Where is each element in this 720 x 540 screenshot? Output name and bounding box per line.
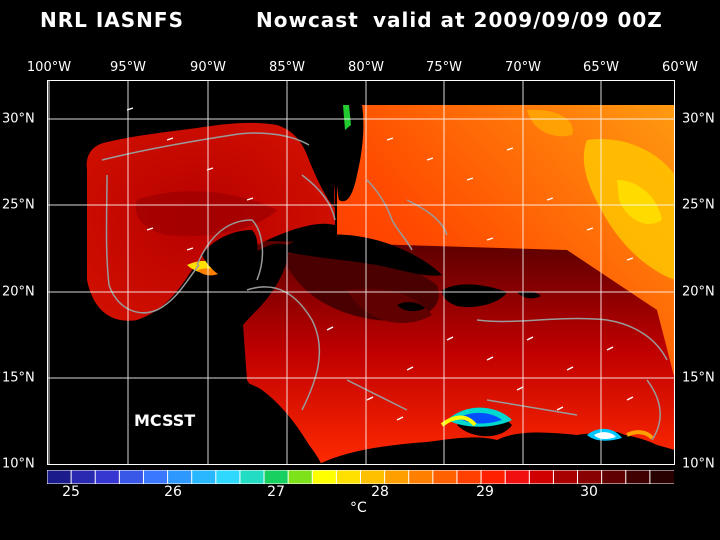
lon-label-70w: 70°W [505,60,541,75]
colorbar-swatch [94,470,121,484]
product-type: Nowcast [256,8,359,32]
lat-label-25n-left: 25°N [2,197,35,213]
lat-label-10n-right: 10°N [682,456,715,472]
lon-label-95w: 95°W [110,60,146,75]
colorbar-swatch [215,470,241,484]
lat-label-20n-right: 20°N [682,284,715,300]
valid-time: valid at 2009/09/09 00Z [373,8,663,32]
colorbar-swatch [456,470,483,484]
colorbar-swatch [528,470,555,484]
land-mexico-central-america [47,243,322,465]
colorbar-unit: °C [350,500,367,516]
colorbar-swatch [504,470,531,484]
colorbar-swatch [408,470,434,484]
land-cuba [287,234,442,276]
colorbar-swatch [552,470,579,484]
lat-label-15n-right: 15°N [682,370,715,386]
land-florida [335,105,364,202]
colorbar-label-25: 25 [62,484,80,500]
colorbar-swatch [432,470,458,484]
lat-label-10n-left: 10°N [2,456,35,472]
colorbar-label-26: 26 [164,484,182,500]
colorbar-swatch [118,470,145,484]
lon-label-80w: 80°W [348,60,384,75]
colorbar-swatch [577,470,603,484]
lon-label-100w: 100°W [26,60,72,75]
colorbar-swatch [384,470,410,484]
map-frame [47,80,675,465]
colorbar-swatch [649,470,674,484]
lat-label-15n-left: 15°N [2,370,35,386]
sst-map [47,80,675,465]
colorbar-label-30: 30 [580,484,598,500]
colorbar [47,470,674,484]
wind-arrows [126,107,634,421]
colorbar-swatch [360,470,386,484]
lat-label-30n-left: 30°N [2,111,35,127]
land-jamaica [397,302,425,312]
colorbar-swatch [239,470,266,484]
colorbar-swatch [335,470,362,484]
colorbar-swatch [167,470,193,484]
colorbar-swatch [625,470,651,484]
lon-label-60w: 60°W [662,60,698,75]
lat-label-25n-right: 25°N [682,197,715,213]
lat-label-20n-left: 20°N [2,284,35,300]
land-yucatan [202,230,258,282]
colorbar-label-28: 28 [371,484,389,500]
lat-label-30n-right: 30°N [682,111,715,127]
colorbar-swatch [480,470,507,484]
lon-label-75w: 75°W [426,60,462,75]
colorbar-swatch [263,470,290,484]
colorbar-swatch [287,470,314,484]
lon-label-90w: 90°W [190,60,226,75]
colorbar-swatch [70,470,97,484]
colorbar-label-27: 27 [267,484,285,500]
graticule [47,80,675,465]
lon-label-85w: 85°W [269,60,305,75]
colorbar-label-29: 29 [476,484,494,500]
colorbar-swatch [311,470,338,484]
colorbar-swatch [191,470,217,484]
colorbar-swatch [142,470,169,484]
mcsst-label: MCSST [134,411,196,430]
colorbar-swatch [601,470,627,484]
land-hispaniola [442,284,507,308]
land-south-america [317,432,675,465]
colorbar-swatch [47,470,73,484]
model-name: NRL IASNFS [40,8,184,32]
lon-label-65w: 65°W [583,60,619,75]
